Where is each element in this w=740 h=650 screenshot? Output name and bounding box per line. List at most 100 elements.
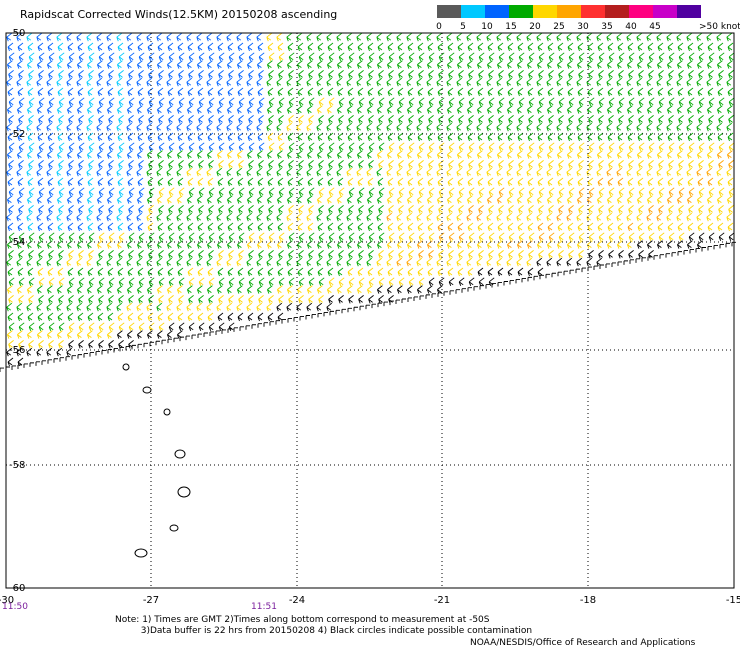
wind-barb xyxy=(516,150,523,159)
wind-barb xyxy=(78,160,84,169)
wind-barb xyxy=(208,295,214,304)
wind-barb xyxy=(227,177,234,187)
wind-barb xyxy=(98,250,104,259)
wind-barb xyxy=(168,52,175,61)
lon-label: -24 xyxy=(289,595,305,606)
wind-barb xyxy=(68,142,75,151)
wind-barb xyxy=(586,195,593,204)
wind-barb xyxy=(487,177,494,187)
wind-barb xyxy=(328,160,334,169)
wind-barb xyxy=(237,267,244,277)
wind-barb xyxy=(407,132,414,142)
wind-barb xyxy=(38,277,45,286)
wind-barb xyxy=(8,340,14,349)
wind-barb xyxy=(367,222,374,232)
wind-barb xyxy=(538,97,545,106)
wind-barb xyxy=(468,250,474,259)
wind-barb xyxy=(256,32,263,42)
edge-barb xyxy=(611,262,616,267)
wind-barb xyxy=(28,322,35,331)
wind-barb xyxy=(306,167,313,177)
wind-barb xyxy=(426,195,433,204)
wind-barb xyxy=(208,232,215,241)
wind-barb xyxy=(288,142,295,151)
wind-barb xyxy=(467,87,474,97)
wind-barb xyxy=(248,160,254,169)
wind-barb xyxy=(88,322,95,331)
wind-barb xyxy=(616,32,623,42)
wind-barb xyxy=(266,105,273,114)
wind-barb xyxy=(137,87,144,97)
wind-barb xyxy=(6,330,13,339)
wind-barb xyxy=(46,257,53,267)
wind-barb xyxy=(46,302,53,312)
wind-barb xyxy=(18,70,24,79)
wind-barb xyxy=(7,132,14,142)
wind-barb xyxy=(338,160,344,169)
wind-barb xyxy=(638,160,644,169)
wind-barb xyxy=(706,195,713,204)
wind-barb xyxy=(126,302,133,312)
wind-barb xyxy=(477,87,484,97)
wind-barb xyxy=(628,115,634,124)
wind-barb xyxy=(646,195,653,204)
wind-barb xyxy=(168,205,174,214)
wind-barb xyxy=(597,42,604,52)
wind-barb xyxy=(356,257,363,267)
wind-barb xyxy=(406,150,413,159)
wind-barb xyxy=(177,42,184,52)
wind-barb xyxy=(578,160,584,169)
wind-barb xyxy=(438,250,444,259)
wind-barb xyxy=(137,312,144,322)
wind-barb xyxy=(378,250,384,259)
wind-barb xyxy=(487,267,494,277)
wind-barb xyxy=(706,122,713,132)
wind-barb xyxy=(376,105,383,114)
lon-label: -30 xyxy=(0,595,14,606)
wind-barb xyxy=(198,205,204,214)
wind-barb xyxy=(518,70,524,79)
edge-barb xyxy=(233,327,238,332)
wind-barb xyxy=(56,195,63,204)
wind-barb xyxy=(108,70,114,79)
wind-barb xyxy=(276,167,283,177)
wind-barb xyxy=(48,232,55,241)
wind-barb xyxy=(658,187,665,196)
wind-barb xyxy=(186,285,193,294)
wind-barb xyxy=(266,77,273,87)
wind-barb xyxy=(67,42,74,52)
wind-barb xyxy=(546,212,553,222)
wind-barb xyxy=(666,122,673,132)
wind-barb xyxy=(668,205,674,214)
lon-label: -15 xyxy=(726,595,740,606)
wind-barb xyxy=(408,277,415,286)
wind-barb xyxy=(167,177,174,187)
wind-barb xyxy=(187,222,194,232)
wind-barb xyxy=(306,150,313,159)
wind-barb xyxy=(198,70,204,79)
wind-barb xyxy=(456,167,463,177)
wind-barb xyxy=(166,240,173,249)
wind-barb xyxy=(496,77,503,87)
wind-barb xyxy=(597,177,604,187)
wind-barb xyxy=(568,187,575,196)
wind-barb xyxy=(18,340,24,349)
edge-barb xyxy=(383,301,388,307)
wind-barb xyxy=(156,122,163,132)
wind-barb xyxy=(118,142,125,151)
wind-barb xyxy=(627,222,634,232)
wind-barb xyxy=(338,115,344,124)
wind-barb xyxy=(398,70,404,79)
wind-barb xyxy=(56,150,63,159)
wind-barb xyxy=(518,232,525,241)
wind-barb xyxy=(317,267,324,277)
wind-barb xyxy=(608,70,614,79)
wind-barb xyxy=(78,232,85,241)
wind-barb xyxy=(148,115,154,124)
wind-barb xyxy=(727,177,734,187)
wind-barb xyxy=(338,232,345,241)
wind-barb xyxy=(666,77,673,87)
wind-barb xyxy=(226,105,233,114)
wind-barb xyxy=(636,77,643,87)
wind-barb xyxy=(356,285,363,294)
